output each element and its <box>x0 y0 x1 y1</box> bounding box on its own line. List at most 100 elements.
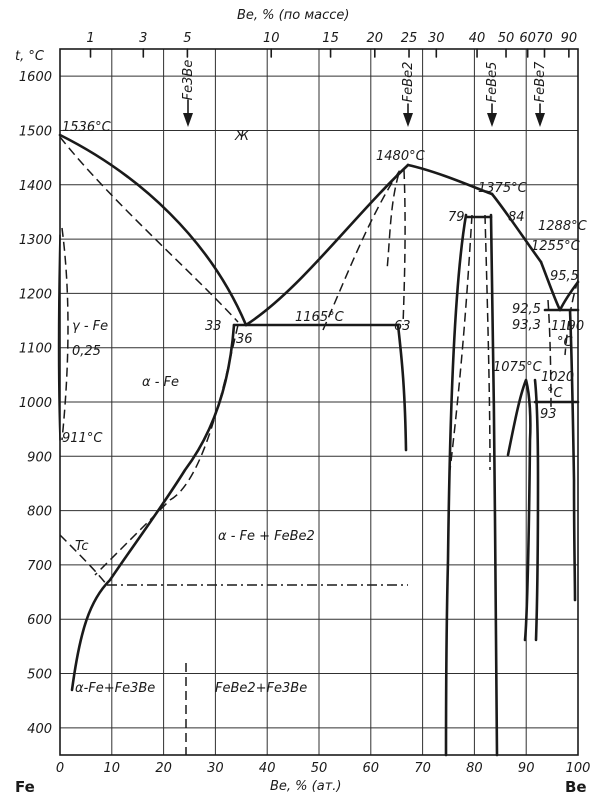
compound-febe7-label: FeBe7 <box>533 61 548 102</box>
top-tick-label: 15 <box>322 31 339 46</box>
x-tick-label: 80 <box>466 761 483 776</box>
solidus-febe2-left <box>322 169 401 331</box>
x-tick-label-zero: 0 <box>56 761 64 776</box>
label-febe2-fe3be: FeBe2+Fe3Be <box>215 681 307 696</box>
label-1536: 1536°C <box>62 120 112 135</box>
y-tick-label: 1000 <box>19 396 52 411</box>
y-tick-label: 1500 <box>19 124 52 139</box>
label-alpha-febe2: α - Fe + FeBe2 <box>218 529 315 544</box>
label-36: 36 <box>236 332 253 347</box>
label-1375: 1375°C <box>478 181 528 196</box>
compound-fe3be-label: Fe3Be <box>181 60 196 101</box>
top-tick-label: 60 <box>519 31 536 46</box>
label-tc: Tc <box>75 539 88 554</box>
label-84: 84 <box>508 210 525 225</box>
compound-febe5-arrowhead <box>487 113 497 127</box>
label-93: 93 <box>540 407 557 422</box>
compound-markers: Fe3Be FeBe2 FeBe5 FeBe7 <box>181 60 548 127</box>
grid-lines <box>60 49 578 755</box>
label-33: 33 <box>205 319 222 334</box>
label-1480: 1480°C <box>376 149 426 164</box>
top-tick-label: 90 <box>561 31 578 46</box>
label-liquid-zh: Ж <box>234 129 250 144</box>
x-tick-label: 10 <box>104 761 121 776</box>
label-1190: 1190 <box>551 319 584 334</box>
y-tick-label: 600 <box>27 613 52 628</box>
x-tick-label: 60 <box>363 761 380 776</box>
y-axis-label: t, °C <box>15 49 45 64</box>
invariant-lines <box>59 215 580 755</box>
compound-fe3be-arrowhead <box>183 113 193 127</box>
compound-febe2: FeBe2 <box>401 62 416 127</box>
x-tick-label: 50 <box>311 761 328 776</box>
label-925: 92,5 <box>512 302 541 317</box>
y-tick-label: 500 <box>27 668 52 683</box>
compound-febe5: FeBe5 <box>485 62 500 127</box>
solvus-alpha-fe-dashed <box>94 324 239 576</box>
y-tick-label: 1200 <box>19 287 52 302</box>
febe2-right-solidus <box>402 169 406 326</box>
liquidus-be-rich <box>539 260 562 312</box>
x-axis-ticks: 10 20 30 40 50 60 70 80 90 100 0 <box>56 761 591 776</box>
y-tick-label: 700 <box>27 559 52 574</box>
label-933: 93,3 <box>512 318 541 333</box>
label-79: 79 <box>448 210 465 225</box>
compound-febe2-arrowhead <box>403 113 413 127</box>
liquidus-febe5-right <box>490 192 543 264</box>
top-tick-label: 10 <box>263 31 280 46</box>
label-025: 0,25 <box>72 344 101 359</box>
label-1255: 1255°C <box>531 239 581 254</box>
label-1165: 1165°C <box>295 310 345 325</box>
label-alpha-fe3be: α-Fe+Fe3Be <box>75 681 155 696</box>
febe5-left-solidus <box>449 214 473 471</box>
liquidus-febe2-left <box>244 163 410 327</box>
label-gamma-fe: γ - Fe <box>72 319 108 334</box>
compound-febe7-arrowhead <box>535 113 545 127</box>
label-alpha-fe: α - Fe <box>142 375 179 390</box>
be-solvus <box>568 308 577 602</box>
x-tick-label: 20 <box>155 761 172 776</box>
febe5-left-boundary <box>444 213 468 757</box>
solidus-fe-rich <box>59 136 239 323</box>
top-tick-label: 70 <box>536 31 553 46</box>
solidus-lines <box>59 136 579 576</box>
febe5-right-solidus <box>484 214 491 471</box>
curie-line <box>59 534 108 586</box>
febe7-left-dome <box>506 378 532 642</box>
x-tick-label: 30 <box>207 761 224 776</box>
compound-fe3be: Fe3Be <box>181 60 196 127</box>
label-911: 911°C <box>62 431 103 446</box>
y-tick-label: 1600 <box>19 70 52 85</box>
label-1020-unit: °C <box>547 386 564 401</box>
compound-febe5-label: FeBe5 <box>485 62 500 103</box>
febe2-boundary-right <box>396 323 408 452</box>
liquidus-be-end <box>558 280 580 312</box>
label-955: 95,5 <box>550 269 579 284</box>
y-axis-ticks: 1600 1500 1400 1300 1200 1100 1000 900 800 700 600… <box>19 70 52 737</box>
left-element-label: Fe <box>15 778 35 796</box>
top-tick-label: 40 <box>469 31 486 46</box>
label-1075: 1075°C <box>493 360 543 375</box>
top-tick-label: 25 <box>401 31 418 46</box>
liquidus-lines <box>58 133 580 327</box>
label-1288: 1288°C <box>538 219 588 234</box>
top-tick-label: 1 <box>86 31 94 46</box>
x-tick-label: 70 <box>414 761 431 776</box>
x-tick-label: 40 <box>259 761 276 776</box>
x-tick-label: 100 <box>566 761 591 776</box>
febe7-right-dome <box>533 378 540 642</box>
gamma-fe-loop-dashed <box>61 227 69 441</box>
febe5-right-boundary <box>489 213 499 757</box>
liquidus-febe2-febe5 <box>406 163 494 196</box>
compound-febe2-label: FeBe2 <box>401 62 416 103</box>
y-tick-label: 800 <box>27 505 52 520</box>
y-tick-label: 900 <box>27 450 52 465</box>
top-tick-label: 30 <box>428 31 445 46</box>
y-tick-label: 1100 <box>19 342 52 357</box>
top-axis-ticks: 1 3 5 10 15 20 25 30 40 50 60 70 90 <box>86 31 578 58</box>
label-63: 63 <box>394 319 411 334</box>
alpha-fe-solvus <box>70 323 236 692</box>
top-tick-label: 50 <box>498 31 515 46</box>
label-1020: 1020 <box>541 370 574 385</box>
